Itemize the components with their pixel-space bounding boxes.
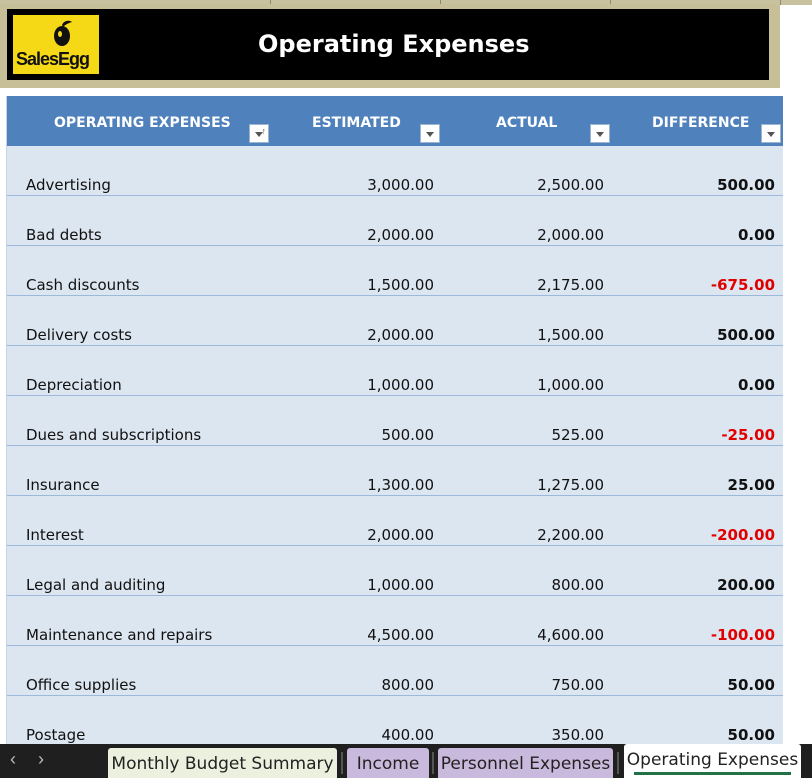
cell-estimated[interactable]: 4,500.00 xyxy=(367,626,434,644)
cell-estimated[interactable]: 1,000.00 xyxy=(367,376,434,394)
cell-actual[interactable]: 2,200.00 xyxy=(537,526,604,544)
cell-actual[interactable]: 2,000.00 xyxy=(537,226,604,244)
logo-text: SalesEgg xyxy=(16,49,90,69)
table-row[interactable]: Advertising 3,000.00 2,500.00 500.00 xyxy=(7,146,783,196)
table-row[interactable]: Maintenance and repairs 4,500.00 4,600.00 -… xyxy=(7,596,783,646)
table-row[interactable]: Office supplies 800.00 750.00 50.00 xyxy=(7,646,783,696)
table-row[interactable]: Insurance 1,300.00 1,275.00 25.00 xyxy=(7,446,783,496)
table-row[interactable]: Postage 400.00 350.00 50.00 xyxy=(7,696,783,746)
cell-actual[interactable]: 350.00 xyxy=(551,726,605,744)
header-operating-expenses: OPERATING EXPENSES xyxy=(54,115,231,131)
cell-expense-name[interactable]: Maintenance and repairs xyxy=(26,626,213,644)
cell-expense-name[interactable]: Interest xyxy=(26,526,84,544)
cell-expense-name[interactable]: Postage xyxy=(26,726,86,744)
cell-expense-name[interactable]: Depreciation xyxy=(26,376,122,394)
page-title: Operating Expenses xyxy=(258,30,530,58)
cell-expense-name[interactable]: Advertising xyxy=(26,176,111,194)
cell-estimated[interactable]: 2,000.00 xyxy=(367,526,434,544)
cell-actual[interactable]: 750.00 xyxy=(551,676,605,694)
grid-line xyxy=(270,0,271,5)
table-row[interactable]: Delivery costs 2,000.00 1,500.00 500.00 xyxy=(7,296,783,346)
filter-button-actual[interactable] xyxy=(590,124,610,143)
logo: SalesEgg xyxy=(13,15,99,74)
cell-estimated[interactable]: 1,500.00 xyxy=(367,276,434,294)
cell-difference[interactable]: 500.00 xyxy=(717,326,775,344)
cell-expense-name[interactable]: Legal and auditing xyxy=(26,576,166,594)
cell-expense-name[interactable]: Insurance xyxy=(26,476,100,494)
cell-estimated[interactable]: 500.00 xyxy=(381,426,435,444)
cell-difference[interactable]: 200.00 xyxy=(717,576,775,594)
header-actual: ACTUAL xyxy=(496,115,558,131)
cell-expense-name[interactable]: Cash discounts xyxy=(26,276,140,294)
cell-expense-name[interactable]: Delivery costs xyxy=(26,326,132,344)
cell-estimated[interactable]: 2,000.00 xyxy=(367,326,434,344)
cell-actual[interactable]: 1,275.00 xyxy=(537,476,604,494)
filter-button-estimated[interactable] xyxy=(420,124,440,143)
tab-monthly-budget-summary[interactable]: Monthly Budget Summary xyxy=(108,748,337,778)
cell-difference[interactable]: -675.00 xyxy=(710,276,775,294)
cell-difference[interactable]: -100.00 xyxy=(710,626,775,644)
table-row[interactable]: Depreciation 1,000.00 1,000.00 0.00 xyxy=(7,346,783,396)
sort-icon: ↑ xyxy=(261,126,267,136)
grid-line xyxy=(610,0,611,5)
table-row[interactable]: Bad debts 2,000.00 2,000.00 0.00 xyxy=(7,196,783,246)
banner xyxy=(7,9,769,80)
cell-difference[interactable]: 500.00 xyxy=(717,176,775,194)
cell-estimated[interactable]: 1,000.00 xyxy=(367,576,434,594)
cell-expense-name[interactable]: Office supplies xyxy=(26,676,137,694)
cell-estimated[interactable]: 3,000.00 xyxy=(367,176,434,194)
filter-dropdown-icon xyxy=(596,132,604,137)
cell-actual[interactable]: 1,500.00 xyxy=(537,326,604,344)
filter-button-difference[interactable] xyxy=(761,124,781,143)
cell-difference[interactable]: 50.00 xyxy=(727,676,775,694)
cell-estimated[interactable]: 400.00 xyxy=(381,726,435,744)
cell-difference[interactable]: -25.00 xyxy=(721,426,775,444)
cell-actual[interactable]: 800.00 xyxy=(551,576,605,594)
table-row[interactable]: Interest 2,000.00 2,200.00 -200.00 xyxy=(7,496,783,546)
cell-expense-name[interactable]: Dues and subscriptions xyxy=(26,426,202,444)
table-header: OPERATING EXPENSES ↑ ESTIMATED ACTUAL DI… xyxy=(7,96,783,146)
grid-line xyxy=(780,0,781,5)
cell-estimated[interactable]: 2,000.00 xyxy=(367,226,434,244)
tab-operating-expenses[interactable]: Operating Expenses xyxy=(624,744,801,778)
table-row[interactable]: Legal and auditing 1,000.00 800.00 200.00 xyxy=(7,546,783,596)
cell-actual[interactable]: 4,600.00 xyxy=(537,626,604,644)
filter-button-name[interactable]: ↑ xyxy=(249,124,269,143)
tab-separator xyxy=(432,752,434,774)
cell-estimated[interactable]: 1,300.00 xyxy=(367,476,434,494)
cell-estimated[interactable]: 800.00 xyxy=(381,676,435,694)
tab-personnel-expenses[interactable]: Personnel Expenses xyxy=(438,748,613,778)
filter-dropdown-icon xyxy=(426,132,434,137)
chevron-right-icon[interactable]: › xyxy=(38,749,44,769)
cell-difference[interactable]: 25.00 xyxy=(727,476,775,494)
header-estimated: ESTIMATED xyxy=(312,115,401,131)
filter-dropdown-icon xyxy=(255,132,263,137)
table-row[interactable]: Dues and subscriptions 500.00 525.00 -25.00 xyxy=(7,396,783,446)
cell-actual[interactable]: 525.00 xyxy=(551,426,605,444)
cell-difference[interactable]: 0.00 xyxy=(737,226,775,244)
chevron-left-icon[interactable]: ‹ xyxy=(10,749,16,769)
cell-expense-name[interactable]: Bad debts xyxy=(26,226,102,244)
tab-separator xyxy=(617,752,619,774)
header-difference: DIFFERENCE xyxy=(652,115,750,131)
cell-difference[interactable]: 0.00 xyxy=(737,376,775,394)
cell-actual[interactable]: 1,000.00 xyxy=(537,376,604,394)
expenses-table: OPERATING EXPENSES ↑ ESTIMATED ACTUAL DI… xyxy=(6,96,783,746)
filter-dropdown-icon xyxy=(767,132,775,137)
cell-difference[interactable]: -200.00 xyxy=(710,526,775,544)
sheet-tab-bar: ‹ › Monthly Budget Summary Income Person… xyxy=(0,744,812,778)
table-row[interactable]: Cash discounts 1,500.00 2,175.00 -675.00 xyxy=(7,246,783,296)
grid-line xyxy=(440,0,441,5)
column-grid-strip xyxy=(0,0,812,5)
cell-actual[interactable]: 2,500.00 xyxy=(537,176,604,194)
tab-separator xyxy=(341,752,343,774)
tab-income[interactable]: Income xyxy=(347,748,429,778)
cell-difference[interactable]: 50.00 xyxy=(727,726,775,744)
cell-actual[interactable]: 2,175.00 xyxy=(537,276,604,294)
egg-logo-icon xyxy=(54,20,72,46)
